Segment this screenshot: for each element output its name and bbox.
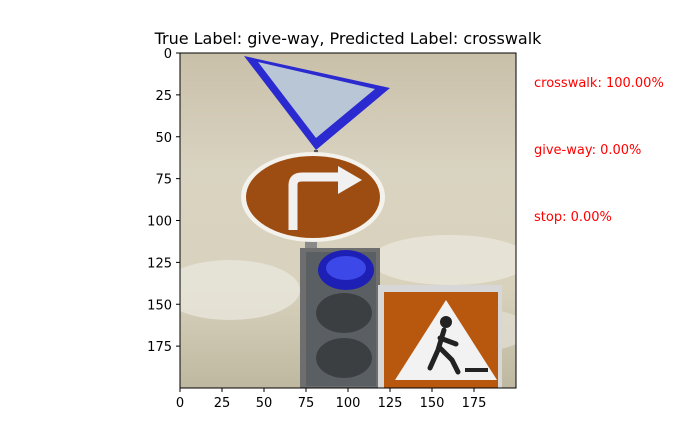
x-tick-label: 0 (176, 396, 184, 411)
turn-right-sign-icon (241, 152, 385, 242)
x-tick-label: 50 (256, 396, 273, 411)
x-tick-label: 25 (214, 396, 231, 411)
crosswalk-sign-icon (378, 285, 502, 388)
y-tick-label: 75 (155, 173, 172, 188)
x-tick-label: 75 (298, 396, 315, 411)
y-tick-label: 25 (155, 89, 172, 104)
x-axis: 0 25 50 75 100 125 150 175 (176, 388, 487, 411)
y-tick-label: 150 (147, 298, 172, 313)
y-tick-label: 50 (155, 131, 172, 146)
prediction-label: stop: 0.00% (534, 210, 612, 225)
prediction-label: give-way: 0.00% (534, 143, 641, 158)
y-tick-label: 125 (147, 256, 172, 271)
prediction-label: crosswalk: 100.00% (534, 76, 664, 91)
y-tick-label: 100 (147, 215, 172, 230)
image-panel (180, 53, 516, 388)
x-tick-label: 150 (420, 396, 445, 411)
prediction-list: crosswalk: 100.00% give-way: 0.00% stop:… (534, 76, 664, 225)
x-tick-label: 100 (336, 396, 361, 411)
plot-title: True Label: give-way, Predicted Label: c… (154, 29, 543, 48)
y-tick-label: 0 (164, 47, 172, 62)
x-tick-label: 125 (378, 396, 403, 411)
y-axis: 0 25 50 75 100 125 150 175 (147, 47, 180, 355)
x-tick-label: 175 (462, 396, 487, 411)
y-tick-label: 175 (147, 340, 172, 355)
